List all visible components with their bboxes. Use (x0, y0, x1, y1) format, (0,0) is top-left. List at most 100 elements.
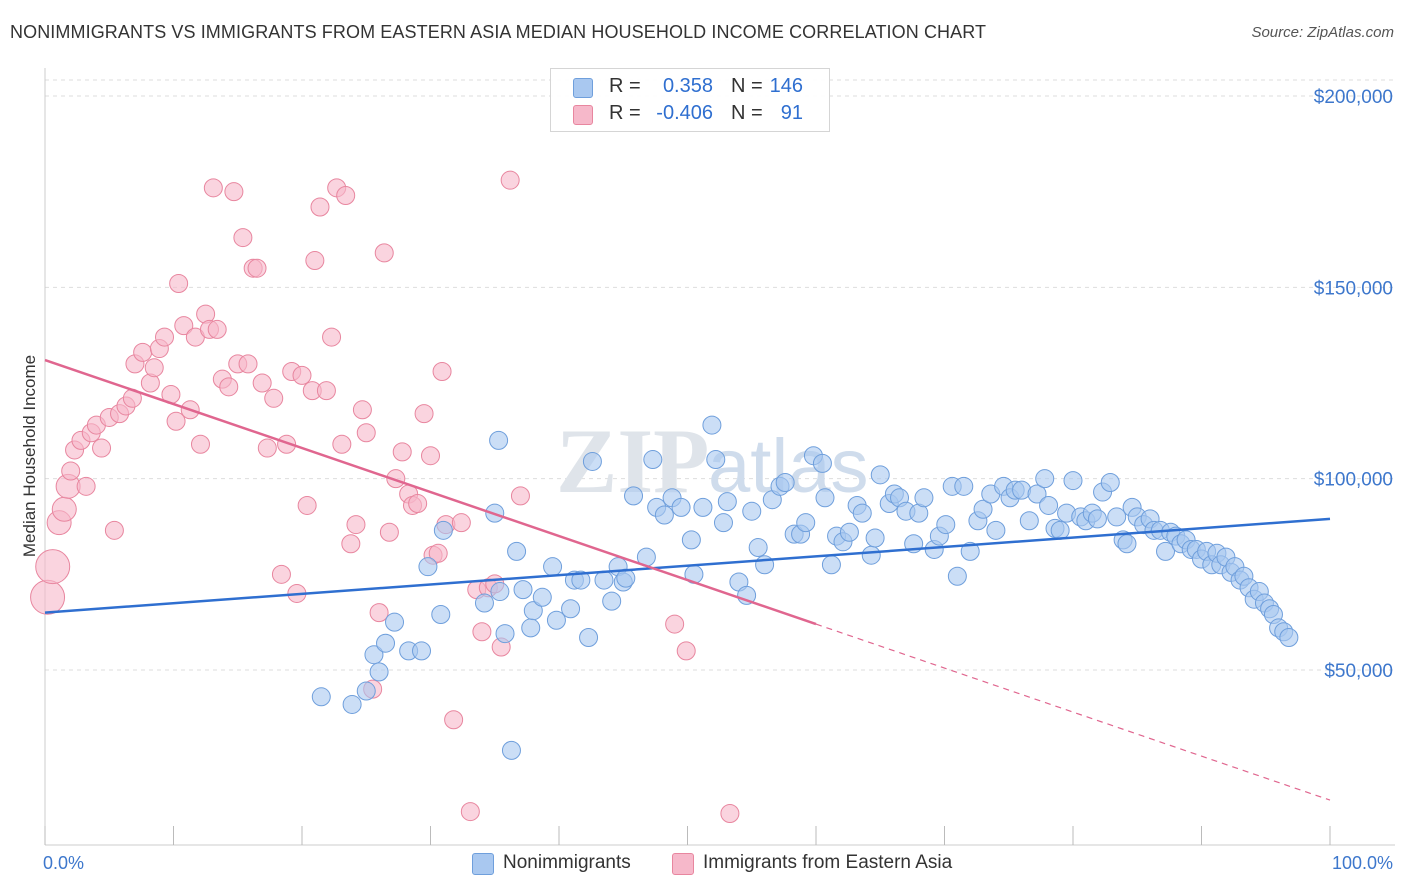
data-point-immigrants (336, 185, 356, 205)
data-point-immigrants (247, 258, 267, 278)
data-point-immigrants (219, 377, 239, 397)
data-point-immigrants (374, 243, 394, 263)
data-point-nonimmigrants (433, 520, 453, 540)
chart-title: NONIMMIGRANTS VS IMMIGRANTS FROM EASTERN… (10, 22, 987, 42)
data-point-nonimmigrants (713, 513, 733, 533)
data-point-nonimmigrants (501, 740, 521, 760)
data-point-nonimmigrants (1027, 484, 1047, 504)
data-point-immigrants (190, 434, 210, 454)
data-point-immigrants (451, 513, 471, 533)
data-point-nonimmigrants (561, 599, 581, 619)
data-point-immigrants (369, 603, 389, 623)
data-point-immigrants (460, 802, 480, 822)
bottom-legend-label: Immigrants from Eastern Asia (703, 852, 953, 873)
data-point-immigrants (408, 494, 428, 514)
data-point-nonimmigrants (523, 601, 543, 621)
data-point-nonimmigrants (412, 641, 432, 661)
tick-labels: $50,000 $100,000 $150,000 $200,000 0.0% 100.0… (43, 87, 1393, 873)
data-point-nonimmigrants (839, 522, 859, 542)
data-point-nonimmigrants (579, 627, 599, 647)
data-point-immigrants (166, 411, 186, 431)
data-point-nonimmigrants (717, 492, 737, 512)
data-point-nonimmigrants (815, 488, 835, 508)
data-point-nonimmigrants (775, 472, 795, 492)
data-point-nonimmigrants (973, 499, 993, 519)
data-point-immigrants (233, 228, 253, 248)
data-point-immigrants (35, 549, 71, 585)
data-point-nonimmigrants (1100, 472, 1120, 492)
data-point-immigrants (379, 522, 399, 542)
data-point-immigrants (76, 476, 96, 496)
data-point-nonimmigrants (947, 566, 967, 586)
legend-swatch-blue (573, 78, 593, 98)
data-point-nonimmigrants (936, 515, 956, 535)
grid-lines (45, 79, 1395, 671)
data-point-immigrants (264, 388, 284, 408)
data-point-nonimmigrants (1107, 507, 1127, 527)
legend-n-label: N = (731, 102, 763, 124)
data-point-nonimmigrants (507, 541, 527, 561)
data-point-nonimmigrants (870, 465, 890, 485)
data-point-nonimmigrants (369, 662, 389, 682)
data-point-immigrants (271, 564, 291, 584)
data-point-nonimmigrants (693, 497, 713, 517)
data-point-immigrants (30, 579, 66, 615)
y-tick-label: $50,000 (1324, 661, 1393, 682)
data-point-immigrants (432, 362, 452, 382)
data-point-immigrants (421, 446, 440, 466)
legend-row-immigrants: R = -0.406 N = 91 (551, 101, 829, 127)
data-point-immigrants (444, 710, 464, 730)
data-point-nonimmigrants (796, 513, 816, 533)
legend-r-label: R = (609, 102, 641, 124)
data-point-immigrants (133, 342, 153, 362)
data-point-nonimmigrants (671, 497, 691, 517)
data-point-nonimmigrants (654, 505, 674, 525)
data-point-nonimmigrants (594, 570, 614, 590)
data-point-nonimmigrants (954, 476, 974, 496)
bottom-legend-label: Nonimmigrants (503, 852, 631, 873)
data-point-immigrants (332, 434, 352, 454)
data-point-immigrants (676, 641, 696, 661)
data-point-immigrants (472, 622, 492, 642)
bottom-swatch-blue (472, 853, 494, 875)
data-point-nonimmigrants (1117, 534, 1137, 554)
svg-text:atlas: atlas (708, 424, 869, 509)
data-point-immigrants (316, 381, 336, 401)
data-point-nonimmigrants (521, 618, 541, 638)
data-point-nonimmigrants (852, 503, 872, 523)
data-point-immigrants (386, 469, 406, 489)
data-point-nonimmigrants (643, 450, 663, 470)
data-point-nonimmigrants (513, 580, 533, 600)
source-label: Source: ZipAtlas.com (1251, 24, 1394, 41)
data-point-nonimmigrants (861, 545, 881, 565)
data-point-nonimmigrants (914, 488, 934, 508)
data-point-nonimmigrants (702, 415, 722, 435)
data-point-immigrants (356, 423, 376, 443)
data-point-immigrants (277, 434, 297, 454)
data-point-immigrants (352, 400, 372, 420)
data-point-nonimmigrants (681, 530, 701, 550)
data-point-nonimmigrants (489, 430, 509, 450)
data-point-nonimmigrants (1087, 509, 1107, 529)
data-point-nonimmigrants (418, 557, 438, 577)
legend-swatch-pink (573, 105, 593, 125)
data-point-immigrants (238, 354, 258, 374)
data-point-immigrants (720, 804, 740, 823)
data-point-nonimmigrants (311, 687, 331, 707)
data-point-nonimmigrants (1050, 520, 1070, 540)
data-point-immigrants (155, 327, 175, 347)
data-point-nonimmigrants (582, 451, 602, 471)
data-point-nonimmigrants (1039, 495, 1059, 515)
trend-line-immigrants-dashed (815, 623, 1331, 801)
bottom-legend-immigrants: Immigrants from Eastern Asia (672, 852, 953, 875)
data-point-nonimmigrants (385, 612, 405, 632)
legend-r-label: R = (609, 75, 641, 97)
stats-legend: R = 0.358 N = 146 R = -0.406 N = 91 (550, 68, 830, 132)
data-point-nonimmigrants (474, 593, 494, 613)
data-point-nonimmigrants (376, 633, 396, 653)
data-point-immigrants (292, 365, 312, 385)
data-point-nonimmigrants (495, 624, 515, 644)
data-point-nonimmigrants (821, 555, 841, 575)
data-point-immigrants (51, 496, 77, 522)
